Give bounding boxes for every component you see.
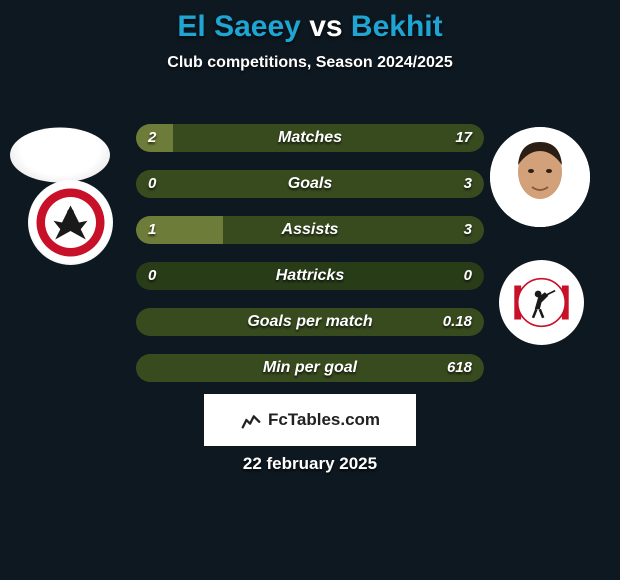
stat-label: Hattricks (136, 262, 484, 290)
comparison-title: El Saeey vs Bekhit (0, 0, 620, 44)
stat-label: Matches (136, 124, 484, 152)
stat-row: 618Min per goal (136, 354, 484, 382)
stat-row: 217Matches (136, 124, 484, 152)
title-player1: El Saeey (177, 10, 300, 43)
title-player2: Bekhit (351, 10, 443, 43)
player1-club-badge (28, 180, 113, 265)
stat-label: Goals per match (136, 308, 484, 336)
comparison-subtitle: Club competitions, Season 2024/2025 (0, 54, 620, 72)
stats-bars: 217Matches 03Goals 13Assists 00Hattricks 0.1… (136, 124, 484, 400)
fctables-icon (240, 409, 262, 431)
comparison-date: 22 february 2025 (0, 454, 620, 474)
player2-avatar (490, 127, 590, 227)
stat-row: 0.18Goals per match (136, 308, 484, 336)
stat-label: Goals (136, 170, 484, 198)
stat-row: 03Goals (136, 170, 484, 198)
player1-avatar (10, 128, 110, 183)
stat-row: 00Hattricks (136, 262, 484, 290)
stat-row: 13Assists (136, 216, 484, 244)
attribution-text: FcTables.com (268, 410, 380, 430)
stat-label: Assists (136, 216, 484, 244)
attribution-badge: FcTables.com (204, 394, 416, 446)
player2-club-badge (499, 260, 584, 345)
stat-label: Min per goal (136, 354, 484, 382)
title-vs: vs (309, 10, 342, 43)
